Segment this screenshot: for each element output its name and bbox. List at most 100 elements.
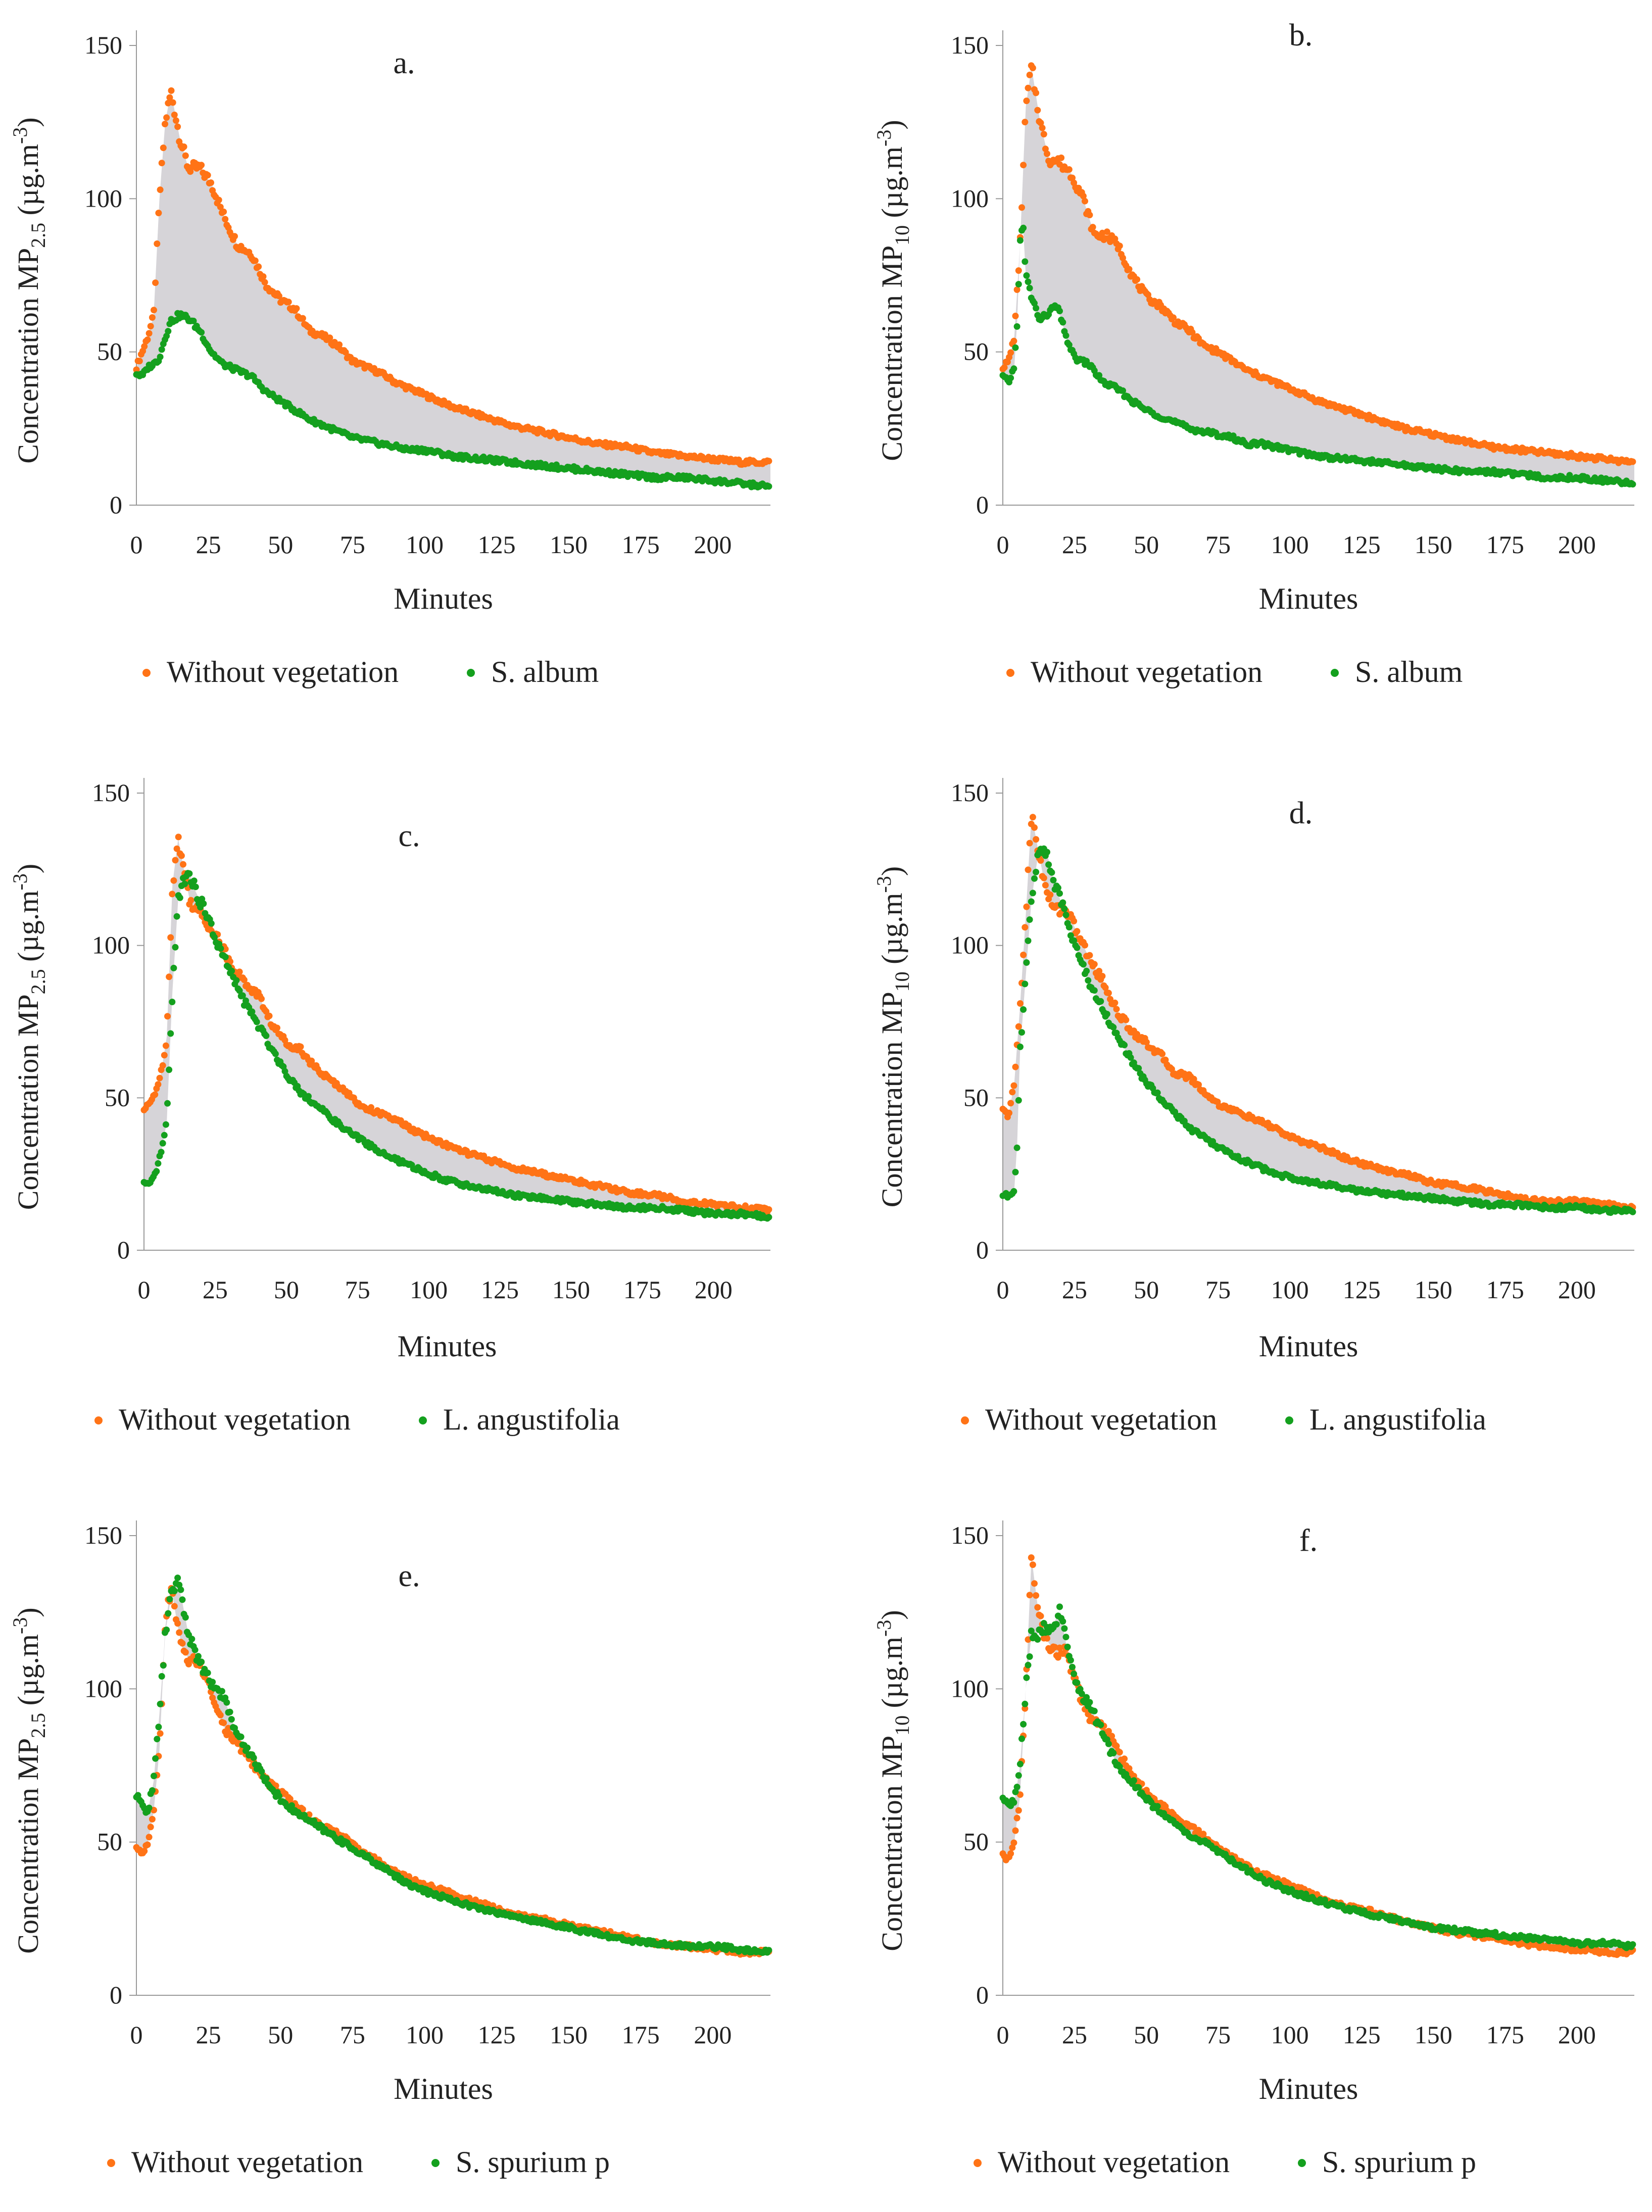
x-tick-label: 50 [1134, 530, 1159, 559]
data-point [1097, 1722, 1104, 1729]
data-point [1103, 228, 1110, 235]
data-point [1097, 998, 1104, 1005]
y-tick-label: 100 [951, 184, 989, 212]
data-point [1190, 1075, 1197, 1083]
y-tick-label: 150 [84, 31, 122, 59]
data-point [158, 1149, 165, 1156]
legend-marker [1285, 1416, 1293, 1424]
data-point [158, 160, 165, 167]
data-point [1154, 1089, 1161, 1096]
data-point [204, 172, 211, 179]
data-point [1015, 267, 1022, 274]
x-tick-label: 125 [1343, 530, 1381, 559]
data-point [1029, 65, 1036, 71]
legend-label: S. album [1355, 655, 1463, 689]
data-point [195, 1653, 202, 1660]
data-point [1020, 951, 1027, 958]
data-point [1026, 1592, 1033, 1599]
data-point [1074, 944, 1081, 951]
legend-marker [94, 1416, 103, 1424]
x-axis-label: Minutes [1259, 2072, 1358, 2105]
data-point [1056, 308, 1063, 315]
data-point [200, 900, 207, 907]
data-point [149, 314, 156, 321]
data-point [1159, 1050, 1166, 1057]
data-point [1056, 1603, 1063, 1610]
x-tick-label: 25 [1062, 1275, 1087, 1304]
data-point [161, 1052, 168, 1059]
y-axis-label: Concentration MP2.5 (µg.m-3) [9, 864, 50, 1210]
legend-marker [467, 669, 475, 677]
data-point [1034, 107, 1041, 114]
data-point [178, 852, 185, 859]
x-tick-label: 50 [268, 2021, 293, 2049]
data-point [209, 1679, 216, 1686]
data-point [145, 330, 153, 337]
data-point [1012, 313, 1019, 319]
y-axis-label: Concentration MP2.5 (µg.m-3) [9, 1607, 50, 1953]
data-point [171, 1588, 178, 1595]
x-tick-label: 200 [1558, 1275, 1596, 1304]
data-point [1059, 1618, 1066, 1625]
data-point [155, 210, 162, 217]
y-tick-label: 50 [963, 1083, 989, 1111]
data-point [1033, 868, 1040, 875]
data-point [765, 483, 772, 490]
data-point [1018, 1029, 1025, 1036]
data-point [1154, 1803, 1161, 1810]
x-axis-label: Minutes [1259, 1330, 1358, 1363]
legend: Without vegetation S. album [1006, 655, 1463, 689]
x-tick-label: 175 [622, 2021, 660, 2049]
data-point [155, 1160, 162, 1167]
data-point [1054, 884, 1061, 892]
data-point [174, 1620, 181, 1627]
data-point [1069, 1663, 1076, 1670]
data-point [1056, 890, 1063, 897]
legend-marker [419, 1416, 427, 1424]
legend-label: Without vegetation [998, 2145, 1230, 2179]
x-tick-label: 100 [1271, 1275, 1309, 1304]
data-point [1130, 1777, 1137, 1784]
x-tick-label: 75 [340, 2021, 365, 2049]
data-point [1020, 162, 1027, 169]
data-point [1050, 876, 1057, 883]
data-point [1012, 1168, 1019, 1175]
data-point [1028, 1554, 1035, 1561]
data-point [174, 1575, 181, 1582]
legend-label: S. album [491, 655, 599, 689]
data-point [163, 1627, 170, 1633]
data-point [236, 968, 243, 975]
data-point [1091, 1707, 1098, 1714]
data-point [186, 870, 193, 877]
data-point [167, 934, 174, 941]
data-point [233, 977, 240, 984]
data-point [1230, 432, 1237, 439]
data-point [1013, 286, 1021, 293]
x-tick-label: 125 [478, 530, 516, 559]
data-point [1091, 961, 1098, 968]
legend-label: Without vegetation [119, 1403, 351, 1436]
panel-title: e. [398, 1559, 420, 1593]
x-tick-label: 175 [1486, 2021, 1524, 2049]
data-point [765, 1214, 772, 1221]
data-point [297, 1043, 304, 1050]
data-point [165, 100, 172, 107]
data-point [198, 162, 205, 169]
data-point [1096, 967, 1103, 974]
data-point [1134, 1030, 1141, 1038]
data-point [187, 897, 195, 904]
data-point [1013, 1784, 1021, 1791]
x-tick-label: 50 [268, 530, 293, 559]
data-point [1069, 174, 1076, 181]
shaded-difference-area [1003, 67, 1634, 484]
legend-marker [107, 2159, 115, 2167]
series-plant [999, 224, 1636, 488]
legend: Without vegetation L. angustifolia [961, 1403, 1486, 1436]
data-point [147, 323, 154, 330]
data-point [1067, 1657, 1074, 1664]
data-point [1121, 1755, 1128, 1762]
data-point [1013, 1814, 1021, 1822]
data-point [228, 1716, 235, 1723]
data-point [371, 365, 378, 372]
data-point [250, 1754, 257, 1761]
